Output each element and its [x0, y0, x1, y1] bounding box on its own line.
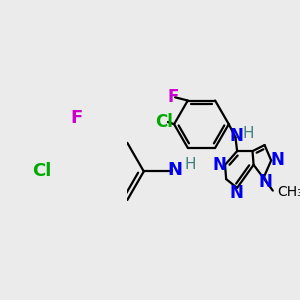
Text: N: N — [229, 127, 243, 145]
Text: N: N — [270, 151, 284, 169]
Text: F: F — [71, 110, 83, 128]
Text: N: N — [258, 173, 272, 191]
Text: N: N — [230, 184, 244, 202]
Text: Cl: Cl — [32, 162, 51, 180]
Text: Cl: Cl — [155, 113, 173, 131]
Text: F: F — [168, 88, 179, 106]
Text: N: N — [212, 156, 226, 174]
Text: H: H — [242, 126, 254, 141]
Text: H: H — [184, 157, 196, 172]
Text: CH₃: CH₃ — [277, 184, 300, 199]
Text: N: N — [167, 161, 182, 179]
